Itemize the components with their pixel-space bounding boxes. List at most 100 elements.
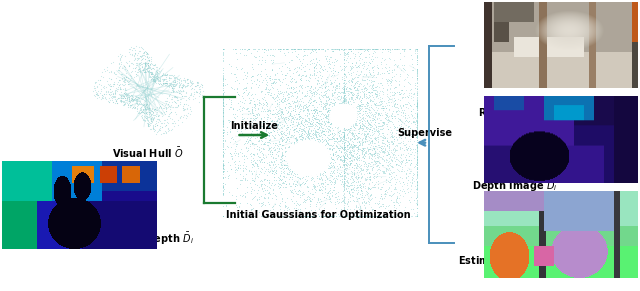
Point	[120, 102, 130, 107]
Point	[136, 45, 146, 49]
Point	[234, 203, 244, 208]
Point	[411, 143, 421, 148]
Point	[412, 151, 422, 155]
Point	[314, 214, 324, 218]
Point	[252, 130, 262, 135]
Point	[331, 174, 341, 179]
Point	[234, 47, 244, 51]
Point	[299, 214, 309, 218]
Point	[241, 107, 251, 111]
Point	[312, 154, 322, 158]
Point	[146, 77, 156, 81]
Point	[224, 173, 234, 177]
Point	[340, 169, 351, 174]
Point	[353, 188, 363, 193]
Point	[297, 152, 307, 156]
Point	[131, 97, 141, 101]
Point	[371, 163, 381, 168]
Point	[234, 92, 244, 97]
Point	[300, 137, 310, 142]
Point	[378, 104, 388, 109]
Point	[175, 82, 186, 87]
Point	[392, 200, 403, 205]
Point	[256, 142, 266, 146]
Point	[95, 74, 106, 78]
Point	[241, 70, 252, 74]
Point	[164, 76, 174, 81]
Point	[302, 178, 312, 182]
Point	[339, 86, 349, 91]
Point	[412, 145, 422, 150]
Point	[333, 80, 344, 85]
Point	[308, 102, 318, 107]
Point	[365, 127, 375, 132]
Point	[164, 114, 174, 118]
Point	[353, 134, 363, 139]
Point	[339, 100, 349, 105]
Point	[218, 97, 228, 102]
Point	[346, 90, 356, 95]
Point	[412, 184, 422, 189]
Point	[382, 162, 392, 167]
Point	[313, 121, 323, 125]
Point	[171, 95, 181, 99]
Point	[253, 145, 264, 150]
Point	[371, 92, 381, 97]
Point	[281, 107, 291, 112]
Point	[309, 142, 319, 147]
Point	[120, 98, 130, 102]
Point	[118, 82, 128, 87]
Point	[339, 198, 349, 202]
Point	[325, 214, 335, 218]
Point	[260, 169, 270, 174]
Point	[280, 105, 290, 109]
Point	[275, 47, 285, 51]
Point	[106, 90, 116, 95]
Point	[330, 200, 340, 204]
Point	[412, 92, 422, 97]
Point	[240, 47, 250, 51]
Point	[289, 159, 300, 164]
Point	[332, 197, 342, 202]
Point	[230, 111, 240, 116]
Point	[316, 175, 326, 180]
Point	[381, 158, 391, 163]
Point	[119, 64, 129, 69]
Point	[365, 141, 375, 146]
Point	[386, 78, 396, 83]
Point	[386, 100, 396, 105]
Point	[125, 102, 135, 107]
Point	[127, 48, 138, 52]
Point	[269, 129, 279, 133]
Point	[324, 117, 335, 121]
Point	[412, 93, 422, 97]
Point	[289, 161, 299, 165]
Point	[188, 89, 198, 94]
Point	[379, 150, 389, 155]
Point	[384, 166, 394, 170]
Point	[371, 179, 381, 184]
Point	[280, 178, 290, 183]
Point	[401, 144, 411, 149]
Point	[259, 182, 269, 187]
Point	[365, 118, 376, 123]
Point	[262, 90, 273, 94]
Point	[371, 214, 381, 218]
Point	[412, 120, 422, 125]
Point	[227, 84, 237, 89]
Point	[239, 69, 250, 74]
Point	[152, 74, 162, 79]
Point	[397, 214, 407, 218]
Point	[342, 200, 352, 205]
Point	[304, 118, 314, 123]
Point	[280, 133, 290, 137]
Point	[148, 78, 159, 83]
Point	[332, 83, 342, 87]
Point	[329, 90, 339, 95]
Point	[159, 120, 170, 125]
Point	[364, 214, 374, 218]
Point	[268, 47, 278, 51]
Point	[308, 104, 319, 109]
Point	[385, 93, 396, 98]
Point	[146, 58, 156, 63]
